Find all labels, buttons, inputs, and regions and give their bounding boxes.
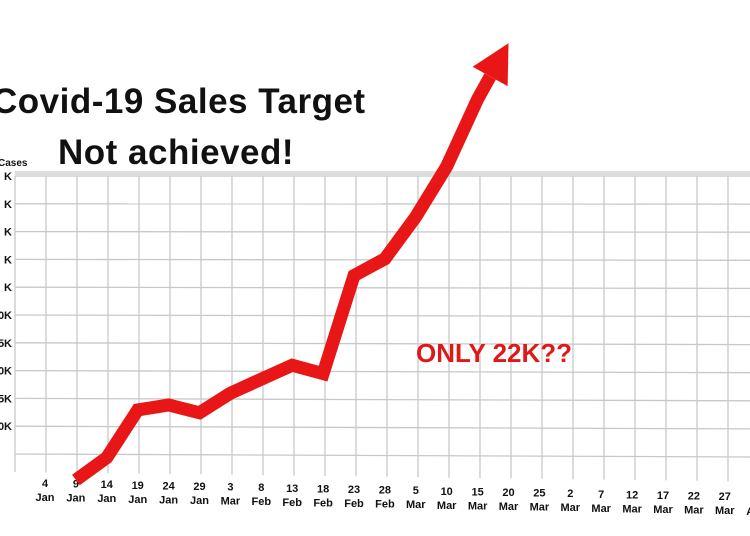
- x-tick-label-month: Feb: [375, 499, 395, 511]
- y-tick-label: 0K: [0, 421, 12, 433]
- x-tick-label-month: Mar: [715, 505, 735, 517]
- grid-line-horizontal: [14, 230, 750, 233]
- grid-line-horizontal: [14, 342, 750, 346]
- x-tick-label-month: Mar: [622, 503, 642, 515]
- x-tick-label-day: 12: [626, 489, 638, 501]
- x-tick-label-month: Feb: [282, 497, 302, 509]
- x-tick-label-month: Mar: [561, 502, 581, 514]
- grid-line-horizontal: [14, 425, 750, 430]
- x-tick-label-day: 20: [502, 487, 514, 499]
- x-tick-label-day: 15: [471, 486, 483, 498]
- x-tick-label-month: Feb: [252, 496, 272, 508]
- grid-line-horizontal: [14, 314, 750, 318]
- y-tick-label: K: [4, 282, 12, 294]
- x-tick-label-day: 14: [101, 479, 114, 491]
- grid-line-horizontal: [14, 286, 750, 290]
- x-tick-label-month: Mar: [221, 496, 241, 508]
- x-tick-label-month: Jan: [97, 493, 116, 505]
- x-tick-label-month: Jan: [36, 492, 55, 504]
- y-axis-label: Cases: [0, 158, 28, 169]
- title-line-2: Not achieved!: [58, 133, 294, 172]
- x-tick-label-month: Mar: [437, 500, 457, 512]
- x-tick-label-day: 19: [132, 480, 144, 492]
- x-tick-label-day: 17: [657, 490, 669, 502]
- x-tick-label-month: Mar: [684, 505, 704, 517]
- x-tick-label-month: Mar: [653, 504, 673, 516]
- y-tick-label: K: [4, 199, 12, 211]
- x-tick-label-month: Apr: [746, 506, 750, 518]
- y-tick-label: K: [4, 171, 12, 183]
- y-tick-label: K: [4, 254, 12, 266]
- x-tick-label-month: Mar: [530, 502, 550, 514]
- x-tick-label-month: Feb: [344, 498, 364, 510]
- x-tick-label-day: 7: [598, 489, 604, 501]
- x-tick-label-day: 23: [348, 484, 360, 496]
- x-tick-label-day: 3: [227, 482, 233, 494]
- grid-line-horizontal: [14, 369, 750, 374]
- x-tick-label-month: Jan: [128, 494, 147, 506]
- x-tick-label-day: 28: [379, 485, 391, 497]
- arrow-head-icon: [472, 43, 509, 87]
- x-tick-label-day: 9: [73, 479, 79, 491]
- x-tick-label-day: 25: [533, 488, 545, 500]
- x-tick-label-day: 2: [567, 488, 573, 500]
- x-tick-label-month: Mar: [499, 501, 519, 513]
- x-tick-label-day: 29: [193, 481, 205, 493]
- x-tick-label-day: 22: [688, 491, 700, 503]
- x-tick-label-day: 27: [719, 491, 731, 503]
- x-tick-label-day: 5: [413, 485, 419, 497]
- y-tick-label: 5K: [0, 393, 12, 405]
- x-tick-label-month: Mar: [591, 503, 611, 515]
- grid-line-horizontal: [14, 453, 750, 458]
- annotation-text: ONLY 22K??: [416, 338, 573, 368]
- y-tick-label: 5K: [0, 338, 12, 350]
- x-tick-label-day: 24: [162, 480, 175, 492]
- title-line-1: Covid-19 Sales Target: [0, 82, 366, 121]
- x-tick-label-month: Mar: [406, 499, 426, 511]
- y-tick-label: 0K: [0, 366, 12, 378]
- x-tick-label-day: 18: [317, 483, 329, 495]
- x-tick-label-month: Mar: [468, 500, 488, 512]
- y-tick-label: K: [4, 227, 12, 239]
- grid-line-horizontal: [14, 397, 750, 402]
- x-tick-label-month: Jan: [66, 493, 85, 505]
- y-tick-label: 0K: [0, 310, 12, 322]
- x-tick-label-day: 8: [258, 482, 264, 494]
- x-tick-label-day: 10: [441, 486, 453, 498]
- x-tick-label-month: Jan: [159, 494, 178, 506]
- x-tick-label-day: 13: [286, 483, 298, 495]
- x-tick-label-month: Feb: [313, 497, 333, 509]
- x-tick-label-month: Jan: [190, 495, 209, 507]
- x-tick-label-day: 4: [42, 478, 49, 490]
